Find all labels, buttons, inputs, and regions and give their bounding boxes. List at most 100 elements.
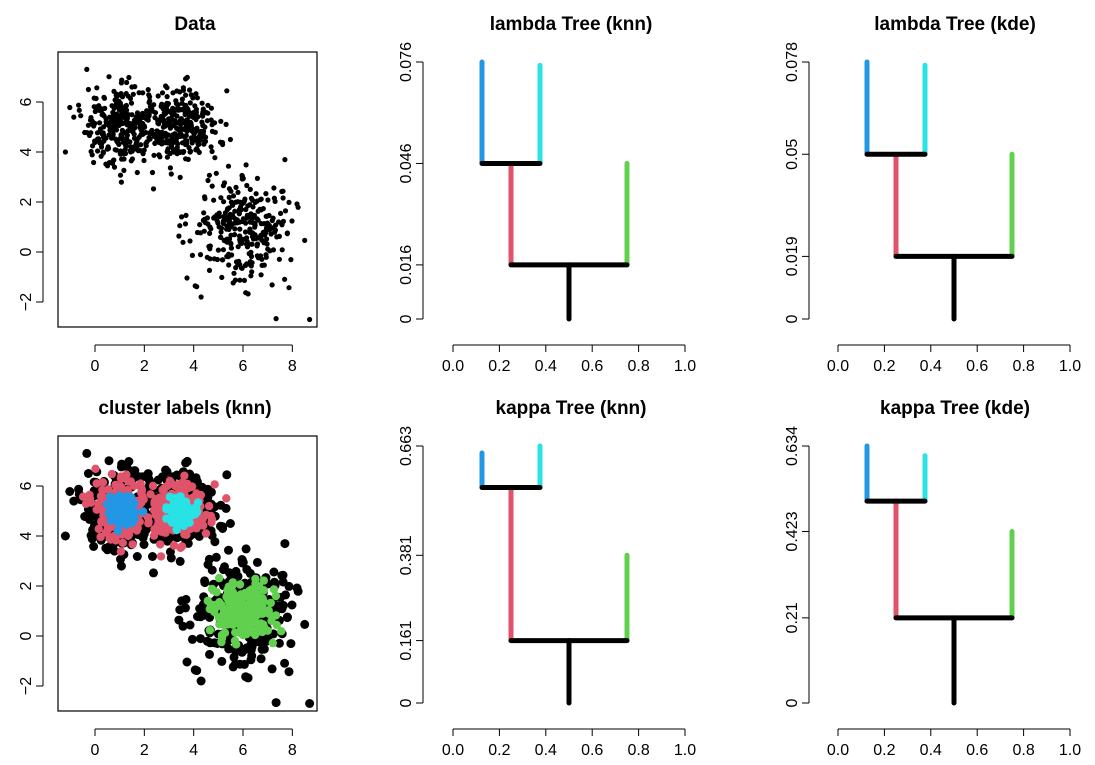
scatter-point bbox=[157, 527, 166, 536]
y-tick-label: 0 bbox=[18, 247, 35, 256]
scatter-point bbox=[173, 98, 179, 104]
y-tick-label: 2 bbox=[18, 581, 35, 590]
scatter-point bbox=[226, 262, 232, 268]
scatter-point bbox=[181, 594, 191, 604]
scatter-point bbox=[144, 108, 150, 114]
scatter-point bbox=[280, 658, 290, 668]
scatter-point bbox=[134, 169, 140, 176]
scatter-point bbox=[219, 274, 225, 280]
scatter-point bbox=[116, 554, 125, 564]
scatter-point bbox=[284, 581, 294, 591]
scatter-point bbox=[288, 257, 294, 263]
scatter-point bbox=[103, 135, 109, 141]
x-tick-label: 0 bbox=[91, 742, 100, 759]
scatter-point bbox=[97, 140, 103, 146]
scatter-point bbox=[183, 132, 189, 139]
scatter-point bbox=[87, 117, 94, 123]
scatter-point bbox=[121, 156, 127, 162]
scatter-point bbox=[269, 282, 275, 288]
scatter-point bbox=[159, 90, 166, 96]
scatter-point bbox=[105, 122, 111, 128]
x-tick-label: 4 bbox=[189, 742, 198, 759]
scatter-point bbox=[206, 172, 212, 178]
scatter-point bbox=[114, 111, 120, 117]
scatter-point bbox=[126, 112, 132, 118]
scatter-point bbox=[94, 85, 100, 91]
scatter-point bbox=[94, 106, 100, 112]
scatter-point bbox=[65, 487, 75, 496]
x-tick-label: 0.0 bbox=[442, 742, 464, 759]
scatter-point bbox=[97, 120, 103, 126]
scatter-point bbox=[133, 116, 139, 122]
scatter-point bbox=[269, 217, 275, 224]
scatter-point bbox=[156, 121, 162, 127]
scatter-point bbox=[235, 244, 241, 250]
scatter-point bbox=[165, 140, 171, 146]
scatter-point bbox=[111, 128, 117, 134]
scatter-point bbox=[183, 156, 189, 162]
scatter-point bbox=[200, 217, 206, 223]
scatter-point bbox=[162, 536, 172, 546]
scatter-point bbox=[209, 128, 215, 134]
scatter-point bbox=[209, 148, 215, 155]
scatter-point bbox=[280, 195, 286, 201]
scatter-point bbox=[146, 130, 152, 136]
scatter-point bbox=[188, 120, 194, 126]
scatter-point bbox=[218, 229, 224, 235]
scatter-point bbox=[218, 225, 225, 231]
scatter-point bbox=[279, 222, 285, 228]
scatter-point bbox=[225, 254, 231, 260]
scatter-point bbox=[259, 586, 269, 595]
scatter-point bbox=[202, 124, 208, 130]
scatter-point bbox=[143, 140, 149, 146]
x-tick-label: 0.6 bbox=[581, 742, 603, 759]
scatter-point bbox=[211, 215, 217, 221]
scatter-point bbox=[234, 220, 240, 226]
y-tick-label: 2 bbox=[18, 197, 35, 206]
y-tick-label: −2 bbox=[18, 293, 35, 311]
scatter-point bbox=[230, 193, 237, 199]
scatter-point bbox=[221, 199, 227, 205]
scatter-point bbox=[122, 146, 128, 153]
scatter-point bbox=[199, 100, 205, 106]
scatter-point bbox=[173, 480, 183, 489]
scatter-point bbox=[148, 481, 158, 491]
scatter-point bbox=[100, 111, 106, 117]
x-tick-label: 1.0 bbox=[674, 742, 696, 759]
scatter-point bbox=[248, 273, 254, 279]
plot-frame bbox=[57, 435, 318, 712]
scatter-point bbox=[247, 617, 257, 627]
y-tick-label: 4 bbox=[18, 147, 35, 156]
scatter-point bbox=[179, 214, 185, 220]
scatter-point bbox=[177, 130, 183, 136]
scatter-point bbox=[287, 600, 297, 610]
scatter-point bbox=[228, 245, 234, 251]
x-tick-label: 0.8 bbox=[1012, 742, 1034, 759]
scatter-point bbox=[208, 105, 214, 111]
scatter-point bbox=[94, 524, 103, 534]
scatter-point bbox=[111, 480, 120, 490]
scatter-point bbox=[226, 220, 233, 226]
scatter-point bbox=[118, 91, 124, 97]
scatter-point bbox=[222, 494, 231, 503]
scatter-point bbox=[205, 626, 215, 635]
scatter-point bbox=[101, 543, 111, 553]
scatter-point bbox=[263, 191, 269, 197]
scatter-point bbox=[145, 87, 151, 93]
scatter-point bbox=[284, 230, 290, 236]
scatter-point bbox=[268, 231, 274, 237]
scatter-point bbox=[159, 117, 165, 123]
scatter-point bbox=[197, 131, 203, 137]
scatter-point bbox=[124, 79, 130, 86]
scatter-point bbox=[180, 239, 186, 245]
scatter-point bbox=[215, 620, 224, 629]
scatter-point bbox=[264, 236, 270, 242]
scatter-point bbox=[228, 199, 234, 205]
x-tick-label: 1.0 bbox=[674, 358, 696, 375]
scatter-point bbox=[234, 607, 243, 616]
scatter-point bbox=[244, 182, 250, 189]
scatter-point bbox=[171, 149, 177, 155]
scatter-point bbox=[85, 494, 95, 503]
scatter-point bbox=[192, 666, 202, 676]
